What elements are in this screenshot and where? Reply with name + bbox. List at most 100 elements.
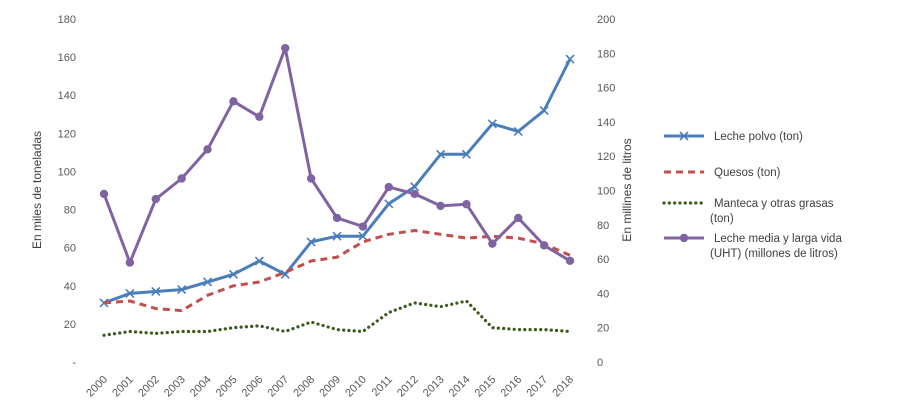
legend-item: Manteca y otras grasas (ton): [662, 198, 834, 225]
left-tick-label: 40: [64, 281, 76, 293]
right-tick-label: 80: [597, 220, 609, 232]
right-axis-ticks: 0 20 40 60 80 100 120 140 160 180 200: [597, 14, 615, 369]
series-line: [103, 58, 572, 305]
data-point: [384, 199, 394, 209]
x-tick-label: 2009: [317, 374, 343, 400]
x-tick-label: 2002: [136, 374, 162, 400]
data-point: [358, 231, 368, 241]
series-line: [102, 299, 572, 337]
x-axis-ticks: 2000 2001 2002 2003 2004 2005 2006 2007 2008 2009…: [84, 374, 576, 400]
data-point: [539, 105, 549, 116]
x-tick-label: 2017: [524, 374, 550, 400]
series-line: [103, 229, 571, 313]
right-tick-label: 0: [597, 357, 603, 369]
left-tick-label: 100: [58, 166, 76, 178]
legend-item: Leche media y larga vida (UHT) (millones …: [664, 233, 842, 260]
x-tick-label: 2013: [421, 374, 447, 400]
data-point: [514, 213, 523, 223]
legend: Leche polvo (ton) Quesos (ton) Manteca y o…: [662, 131, 842, 260]
right-tick-label: 60: [597, 254, 609, 266]
data-point: [488, 239, 497, 248]
data-point: [202, 277, 213, 287]
data-point: [565, 54, 575, 64]
x-tick-label: 2004: [188, 374, 214, 400]
legend-label: Leche media y larga vida: [714, 233, 842, 245]
data-point: [254, 256, 264, 266]
data-point: [229, 97, 238, 106]
left-axis-ticks: - 20 40 60 80 100 120 140 160 180: [58, 14, 77, 369]
right-tick-label: 200: [597, 14, 615, 26]
left-tick-label: 120: [58, 128, 76, 140]
data-point: [513, 126, 523, 136]
data-point: [203, 145, 212, 154]
x-tick-label: 2008: [291, 374, 317, 400]
x-tick-label: 2018: [550, 374, 576, 400]
series-2: [103, 229, 571, 313]
left-tick-label: -: [72, 357, 76, 369]
x-tick-label: 2000: [84, 374, 110, 400]
data-point: [177, 174, 186, 183]
right-tick-label: 100: [597, 186, 615, 198]
data-point: [436, 201, 445, 211]
x-tick-label: 2015: [473, 374, 499, 400]
left-tick-label: 180: [58, 14, 76, 26]
data-point: [410, 189, 419, 199]
legend-label: (UHT) (millones de litros): [710, 248, 838, 260]
x-tick-label: 2005: [214, 374, 240, 400]
right-tick-label: 120: [597, 151, 615, 163]
legend-marker: [679, 233, 689, 243]
right-axis-title: En millines de litros: [620, 138, 634, 241]
data-point: [384, 182, 393, 192]
data-point: [306, 174, 316, 183]
legend-marker: [679, 131, 689, 141]
left-tick-label: 60: [64, 243, 76, 255]
x-tick-label: 2003: [162, 374, 188, 400]
series-4: [99, 43, 575, 267]
left-tick-label: 20: [64, 319, 76, 331]
data-point: [151, 194, 160, 204]
right-tick-label: 40: [597, 288, 609, 300]
plot-area: [99, 43, 575, 337]
data-point: [306, 237, 316, 247]
x-tick-label: 2001: [110, 374, 136, 400]
legend-label: Manteca y otras grasas: [714, 198, 834, 210]
data-point: [99, 298, 109, 308]
data-point: [358, 222, 368, 231]
right-tick-label: 20: [597, 323, 609, 335]
data-point: [177, 285, 187, 295]
data-point: [125, 288, 135, 298]
legend-label: Leche polvo (ton): [714, 131, 803, 143]
data-point: [332, 231, 342, 241]
data-point: [99, 189, 109, 199]
right-tick-label: 160: [597, 83, 615, 95]
data-point: [281, 43, 290, 53]
x-tick-label: 2011: [370, 374, 395, 399]
right-tick-label: 140: [597, 117, 615, 129]
data-point: [436, 149, 446, 159]
x-tick-label: 2016: [499, 374, 525, 400]
series-3: [102, 299, 572, 337]
series-line: [102, 46, 571, 264]
x-tick-label: 2014: [447, 374, 473, 400]
data-point: [332, 213, 342, 223]
x-tick-label: 2007: [266, 374, 292, 400]
data-point: [487, 119, 497, 129]
series-1: [99, 54, 575, 308]
left-axis-title: En miles de toneladas: [30, 131, 44, 249]
data-point: [461, 149, 472, 159]
x-tick-label: 2010: [343, 374, 369, 400]
left-tick-label: 140: [58, 90, 76, 102]
left-tick-label: 160: [58, 52, 76, 64]
right-tick-label: 180: [597, 48, 615, 60]
x-tick-label: 2006: [240, 374, 266, 400]
data-point: [125, 258, 135, 267]
legend-label: (ton): [710, 213, 734, 225]
data-point: [255, 112, 264, 121]
legend-item: Leche polvo (ton): [664, 131, 803, 143]
data-point: [565, 256, 575, 266]
data-point: [228, 269, 239, 279]
data-point: [539, 241, 549, 250]
legend-label: Quesos (ton): [714, 167, 781, 179]
left-tick-label: 80: [64, 205, 76, 217]
